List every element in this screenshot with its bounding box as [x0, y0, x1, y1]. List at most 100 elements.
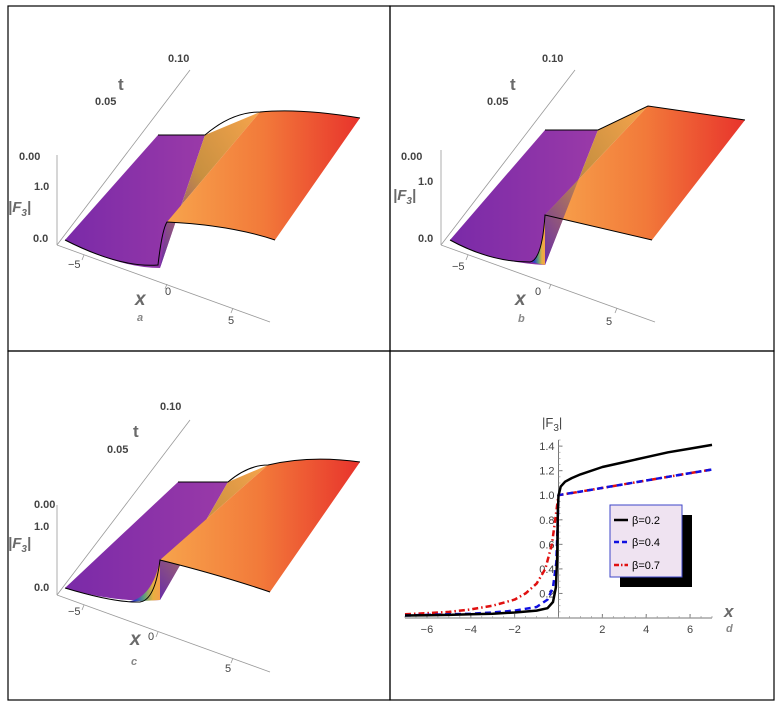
right-surface: [167, 110, 360, 240]
z-axis-label: |F3|: [393, 187, 416, 207]
t-tick-label: 0.00: [34, 499, 55, 511]
z-tick-label: 0.0: [34, 582, 49, 594]
x-axis: [56, 594, 271, 673]
front-edge: [64, 221, 276, 266]
panel-b-3d-plot: −5 0 5 0.00 0.05 0.10 1.0 0.0 t x b |F3|: [393, 53, 746, 328]
z-axis-label-main: |F: [393, 187, 407, 204]
panel-label: d: [726, 623, 733, 635]
panel-c-3d-plot: −5 0 5 0.00 0.05 0.10 1.0 0.0 t x c |F3|: [8, 401, 361, 675]
z-tick-label: 1.0: [34, 521, 49, 533]
x-tick-label: 2: [599, 624, 605, 636]
x-axis-label: x: [514, 289, 527, 310]
x-tick-mark: [230, 657, 234, 664]
panel-label: a: [137, 312, 143, 324]
right-surface: [160, 459, 360, 592]
z-tick-label: 1.0: [418, 176, 433, 188]
back-edge: [158, 110, 361, 136]
x-tick-label: −6: [421, 624, 434, 636]
panel-label: c: [131, 656, 137, 668]
left-surface: [65, 482, 228, 601]
x-tick-label: 0: [148, 631, 154, 643]
t-tick-label: 0.05: [95, 96, 116, 108]
series-line-solid: [404, 443, 713, 617]
y-tick-label: 1.4: [539, 441, 554, 453]
panel-d-line-chart: −6 −4 −2 2 4 60.20.40.60.81.01.21.4 |F3| x d …: [404, 415, 735, 636]
x-tick-label: 4: [643, 624, 649, 636]
x-tick-mark: [81, 604, 85, 611]
z-axis-label: |F3|: [8, 199, 31, 219]
x-tick-mark: [465, 254, 469, 261]
front-edge: [64, 559, 271, 603]
x-tick-marks: [465, 254, 618, 314]
series-line-dashdot: [404, 468, 713, 616]
t-tick-label: 0.00: [401, 151, 422, 163]
t-tick-label: 0.05: [487, 96, 508, 108]
legend-entry: β=0.7: [632, 560, 660, 572]
z-axis-label-main: |F: [8, 199, 22, 216]
x-tick-mark: [81, 254, 85, 261]
panel-d-frame: [389, 350, 775, 701]
x-tick-mark: [614, 307, 618, 314]
x-tick-mark: [164, 283, 168, 290]
t-tick-label: 0.05: [107, 444, 128, 456]
back-edge: [545, 105, 746, 131]
x-tick-label: −2: [508, 624, 521, 636]
z-axis-label: |F3|: [8, 535, 31, 555]
panel-label: b: [518, 313, 525, 325]
legend-entry: β=0.4: [632, 537, 660, 549]
t-axis-label: t: [118, 75, 124, 94]
x-tick-label: 0: [535, 286, 541, 298]
t-tick-label: 0.10: [160, 401, 181, 413]
x-tick-label: 5: [225, 663, 231, 675]
right-surface: [545, 106, 745, 240]
z-tick-label: 0.0: [418, 233, 433, 245]
y-axis-label-sub: 3: [553, 423, 559, 434]
series-group: [404, 443, 713, 617]
x-tick-label: −5: [452, 261, 465, 273]
z-axis-label-end: |: [27, 535, 31, 552]
x-tick-label: −5: [68, 259, 81, 271]
z-axis-label-sub: 3: [406, 196, 412, 207]
x-tick-label: 0: [165, 286, 171, 298]
z-tick-label: 0.0: [33, 233, 48, 245]
x-tick-mark: [230, 307, 234, 314]
x-axis: [440, 244, 656, 323]
left-surface: [450, 130, 598, 265]
x-tick-label: 5: [606, 316, 612, 328]
y-tick-label: 1.0: [539, 490, 554, 502]
t-tick-label: 0.00: [19, 151, 40, 163]
y-tick-label: 0.8: [539, 515, 554, 527]
t-axis: [56, 69, 191, 246]
x-tick-label: −4: [465, 624, 478, 636]
x-axis-label: x: [723, 602, 735, 621]
x-tick-mark: [155, 631, 159, 638]
ramp-surface: [160, 112, 260, 268]
z-axis-label-end: |: [27, 199, 31, 216]
x-axis-label: x: [134, 289, 147, 310]
t-tick-label: 0.10: [542, 53, 563, 65]
z-axis-label-end: |: [412, 187, 416, 204]
t-axis: [440, 69, 576, 246]
y-axis-label-end: |: [559, 415, 562, 430]
back-edge: [178, 458, 361, 483]
x-tick-label: −5: [68, 606, 81, 618]
t-axis: [56, 419, 191, 596]
x-axis-label: x: [129, 629, 142, 650]
z-tick-label: 1.0: [34, 181, 49, 193]
z-axis-label-sub: 3: [21, 208, 27, 219]
legend: β=0.2 β=0.4 β=0.7: [609, 504, 692, 587]
x-tick-marks: [81, 604, 234, 664]
t-axis-label: t: [133, 422, 139, 441]
front-wall: [125, 560, 160, 602]
t-axis-label: t: [510, 75, 516, 94]
x-tick-label: 5: [228, 315, 234, 327]
x-tick-mark: [548, 283, 552, 290]
z-axis-label-main: |F: [8, 535, 22, 552]
z-axis-label-sub: 3: [21, 544, 27, 555]
x-axis: [56, 244, 271, 323]
y-tick-label: 1.2: [539, 466, 554, 478]
t-tick-label: 0.10: [168, 53, 189, 65]
legend-entry: β=0.2: [632, 515, 660, 527]
